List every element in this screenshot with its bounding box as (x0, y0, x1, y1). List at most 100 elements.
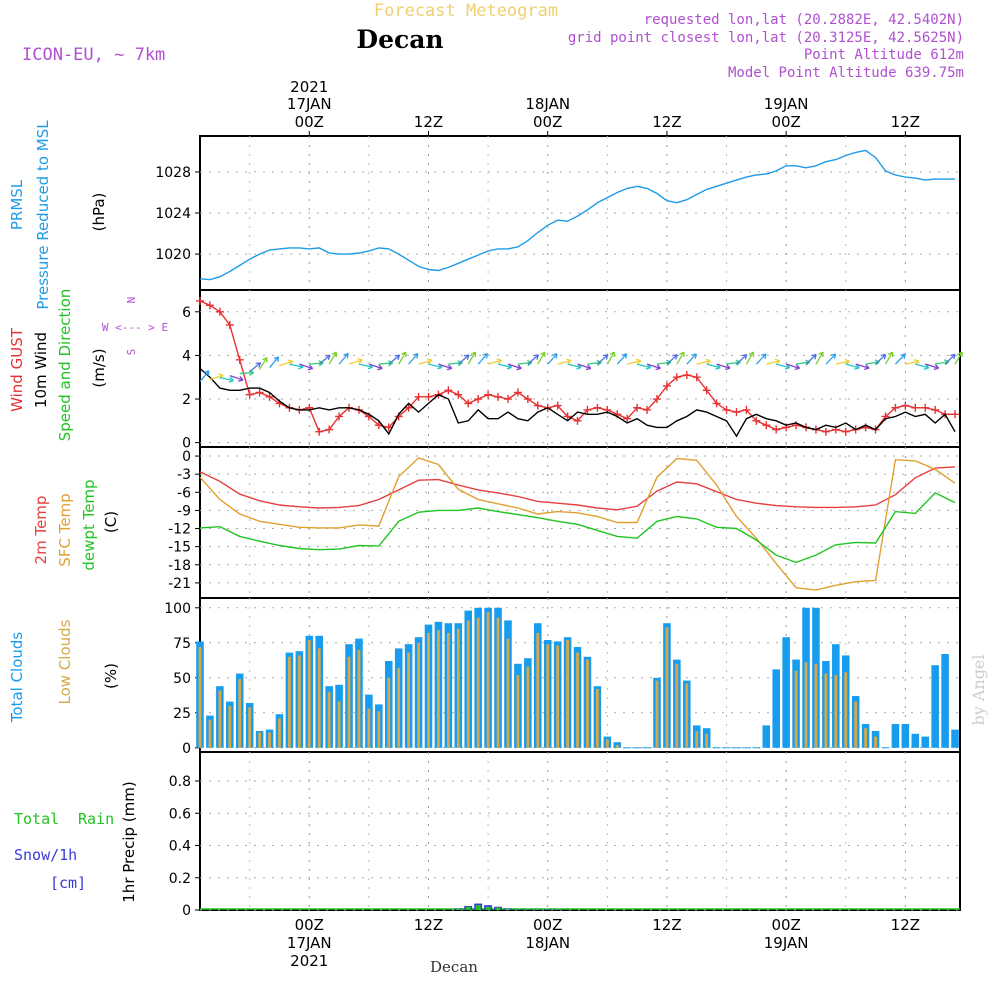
gust-marker (712, 399, 721, 408)
low-cloud-bar (655, 680, 659, 748)
gust-marker (772, 425, 781, 434)
gust-marker (523, 395, 532, 404)
temperature-series-t2m (199, 466, 956, 511)
low-cloud-bar (446, 633, 450, 748)
gust-marker (583, 405, 592, 414)
precip-frame (199, 751, 961, 911)
low-cloud-bar (248, 707, 252, 748)
bottom-hour-label: 00Z (295, 916, 324, 934)
low-cloud-bar (566, 640, 569, 748)
bottom-hour-label: 00Z (771, 916, 800, 934)
rain-bar (545, 909, 551, 910)
wind-arrowhead (741, 353, 748, 360)
wind-arrowhead (621, 353, 628, 359)
wind-arrow (209, 374, 224, 381)
wind-arrow (507, 363, 522, 370)
low-cloud-bar (218, 690, 222, 748)
wind-ytick-label: 6 (182, 305, 191, 321)
top-hour-label: 00Z (295, 113, 324, 131)
wind-arrowhead (273, 356, 280, 362)
wind-arrow (776, 363, 790, 369)
wind-arrowhead (900, 353, 906, 360)
wind-arrowhead (933, 363, 940, 370)
gust-marker (503, 395, 512, 404)
wind-arrow (289, 363, 304, 368)
wind-arrow (328, 351, 337, 365)
wind-arrowhead (760, 353, 767, 359)
temperature-ytick-label: -12 (168, 522, 191, 538)
wind-arrowhead (655, 364, 661, 371)
precip-total-label: Total (14, 810, 59, 828)
dewpt-title: dewpt Temp (80, 479, 98, 570)
pressure-ytick-label: 1020 (155, 247, 191, 263)
wind-arrow (606, 351, 615, 365)
low-cloud-bar (437, 630, 440, 748)
low-cloud-bar (576, 652, 579, 748)
pressure-title-1: PRMSL (8, 179, 26, 230)
wind-arrow (845, 363, 860, 369)
temp-ylabel: (C) (102, 511, 120, 533)
gust-marker (841, 427, 850, 436)
low-cloud-bar (456, 628, 460, 748)
wind-arrow (199, 370, 210, 382)
wind-arrow (547, 353, 558, 365)
wind-arrow (596, 354, 609, 365)
wind-arrow (229, 374, 244, 381)
gust-marker (911, 403, 920, 412)
gust-marker (762, 421, 771, 430)
gust-marker (891, 403, 900, 412)
temperature-series-sfc (199, 457, 956, 591)
bottom-day-label: 19JAN (764, 934, 809, 952)
panel-pressure: 1020 1024 1028 (155, 135, 961, 291)
total-cloud-bar (772, 669, 780, 748)
total-cloud-bar (951, 729, 959, 748)
wind-arrow (646, 363, 661, 369)
gust-marker (464, 399, 473, 408)
wind-arrow (398, 351, 407, 365)
low-cloud-bar (268, 732, 271, 748)
wind-arrow (318, 354, 331, 365)
low-cloud-bar (466, 620, 470, 748)
gust-marker (474, 395, 483, 404)
wind-arrow (954, 351, 963, 365)
total-cloud-bar (782, 637, 790, 748)
low-cloud-bar (864, 728, 868, 748)
low-cloud-bar (297, 655, 301, 748)
low-cloud-bar (288, 656, 291, 748)
wind-arrowhead (540, 351, 546, 358)
bottom-hour-label: 00Z (533, 916, 562, 934)
low-cloud-bar (814, 663, 818, 748)
total-cloud-bar (762, 725, 771, 748)
wind-ytick-label: 4 (182, 348, 191, 364)
wind-arrowhead (262, 356, 268, 363)
low-cloud-bar (794, 670, 798, 748)
gust-marker (414, 392, 423, 401)
panel-clouds: 0 25 50 75 100 (164, 597, 961, 757)
panel-temperature: 0 -3 -6 -9 -12 -15 -18 -21 (168, 446, 961, 599)
wind-arrow (894, 353, 906, 365)
low-cloud-bar (536, 633, 540, 748)
gust-marker (245, 390, 254, 399)
model-label: ICON-EU, ~ 7km (22, 45, 165, 65)
low-cloud-bar (417, 642, 420, 748)
gust-marker (752, 416, 761, 425)
wind-arrowhead (426, 358, 433, 365)
compass-n: N (125, 297, 138, 304)
precip-cm-label: [cm] (50, 874, 86, 892)
low-cloud-bar (586, 659, 589, 748)
gust-marker (533, 401, 542, 410)
pressure-series-pressure (199, 149, 955, 281)
wind-arrowhead (864, 364, 870, 371)
wind-arrow (815, 351, 824, 365)
gust-marker (951, 410, 960, 419)
gust-marker (921, 403, 930, 412)
temperature-ytick-label: -6 (177, 485, 191, 501)
bottom-hour-label: 12Z (652, 916, 681, 934)
pressure-title-2: Pressure Reduced to MSL (34, 120, 52, 310)
watermark: by Angel (969, 654, 988, 725)
gust-marker (255, 388, 264, 397)
pressure-ylabel: (hPa) (90, 193, 108, 232)
rain-bar (455, 908, 461, 910)
wind-arrowhead (957, 351, 963, 358)
